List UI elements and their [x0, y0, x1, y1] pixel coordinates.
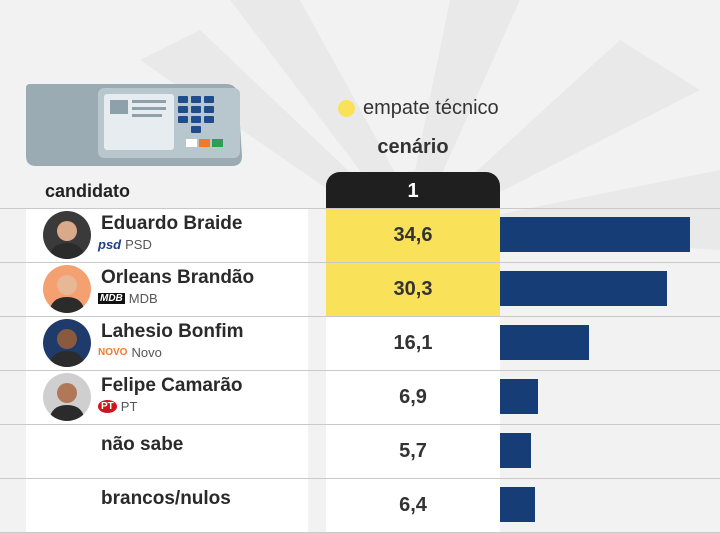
value-cell: 6,4 — [326, 479, 500, 532]
party-logo-icon: MDB — [98, 293, 125, 304]
candidate-photo — [43, 373, 91, 421]
row-background — [26, 425, 308, 478]
row-background — [26, 479, 308, 532]
voting-machine-illustration — [26, 84, 242, 166]
bar-3 — [500, 325, 589, 360]
party-name: MDB — [128, 291, 158, 306]
value-cell: 34,6 — [326, 209, 500, 262]
value-cell: 16,1 — [326, 317, 500, 370]
candidate-photo — [43, 319, 91, 367]
row-divider — [0, 370, 720, 371]
row-divider — [0, 208, 720, 209]
party-label: PT PT — [98, 399, 137, 414]
bar-4 — [500, 379, 538, 414]
candidate-name: Orleans Brandão — [101, 267, 255, 288]
row-divider — [0, 478, 720, 479]
tie-legend-dot — [338, 100, 355, 117]
party-label: psd PSD — [98, 237, 152, 252]
candidate-name: brancos/nulos — [101, 488, 231, 509]
candidate-name: Felipe Camarão — [101, 375, 243, 396]
value-cell: 30,3 — [326, 263, 500, 316]
row-divider — [0, 262, 720, 263]
value-cell: 5,7 — [326, 425, 500, 478]
party-name: Novo — [131, 345, 162, 360]
legend: empate técnico — [338, 97, 499, 120]
bar-6 — [500, 487, 535, 522]
party-logo-icon: NOVO — [98, 347, 128, 358]
row-divider — [0, 316, 720, 317]
scenario-column-header: cenário — [377, 136, 449, 158]
party-logo-icon: PT — [98, 400, 117, 413]
bar-2 — [500, 271, 667, 306]
scenario-tab: 1 — [326, 172, 500, 208]
candidate-name: Lahesio Bonfim — [101, 321, 244, 342]
legend-label: empate técnico — [363, 97, 499, 119]
party-logo-icon: psd — [98, 237, 122, 252]
candidate-photo — [43, 211, 91, 259]
party-name: PT — [120, 399, 138, 414]
candidate-name: Eduardo Braide — [101, 213, 243, 234]
candidate-photo — [43, 265, 91, 313]
bar-5 — [500, 433, 531, 468]
row-divider — [0, 424, 720, 425]
party-label: MDB MDB — [98, 291, 158, 306]
candidate-column-header: candidato — [45, 181, 131, 201]
bar-1 — [500, 217, 690, 252]
candidate-name: não sabe — [101, 434, 184, 455]
party-name: PSD — [125, 237, 152, 252]
party-label: NOVO Novo — [98, 345, 162, 360]
value-cell: 6,9 — [326, 371, 500, 424]
